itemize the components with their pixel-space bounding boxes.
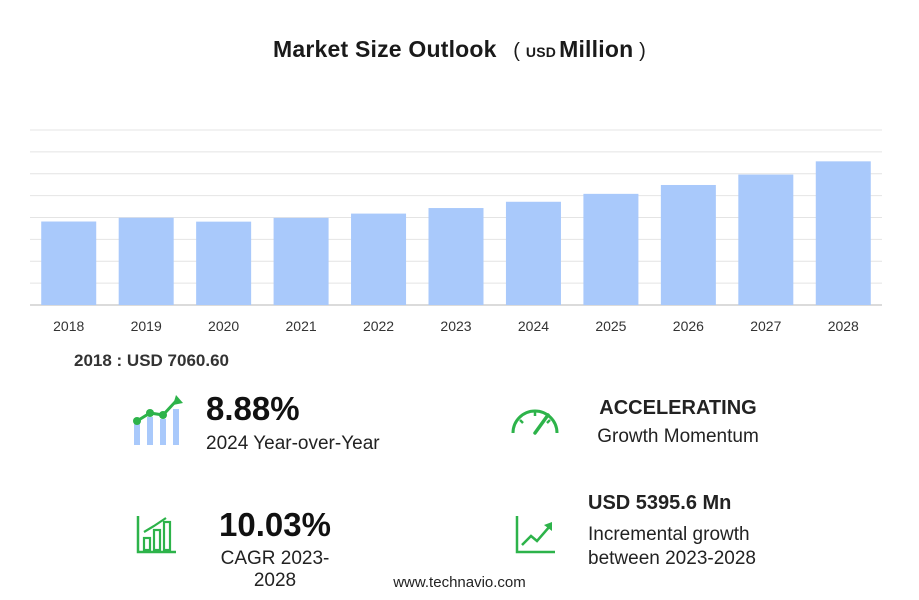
x-tick-label-2018: 2018 bbox=[53, 318, 84, 334]
x-tick-label-2021: 2021 bbox=[286, 318, 317, 334]
bar-2023 bbox=[428, 208, 484, 305]
bar-2020 bbox=[196, 221, 252, 305]
x-tick-label-2027: 2027 bbox=[750, 318, 781, 334]
x-tick-label-2023: 2023 bbox=[440, 318, 471, 334]
incremental-label-line2: between 2023-2028 bbox=[588, 547, 756, 569]
bar-2018 bbox=[41, 221, 97, 305]
x-tick-label-2026: 2026 bbox=[673, 318, 704, 334]
title-unit: ( USD Million ) bbox=[513, 36, 646, 62]
incremental-value: USD 5395.6 Mn bbox=[588, 492, 732, 514]
momentum-label: Growth Momentum bbox=[597, 426, 759, 447]
x-tick-label-2019: 2019 bbox=[131, 318, 162, 334]
cagr-label: CAGR 2023-2028 bbox=[220, 548, 330, 591]
bar-2027 bbox=[738, 174, 794, 305]
speedometer-icon bbox=[511, 409, 559, 435]
cagr-stat: 10.03% CAGR 2023-2028 bbox=[200, 508, 350, 592]
x-tick-labels: 2018 2019 2020 2021 2022 2023 2024 2025 2026 2027… bbox=[53, 318, 859, 334]
yoy-stat: 8.88% 2024 Year-over-Year bbox=[206, 392, 380, 455]
bar-2019 bbox=[118, 217, 174, 305]
yoy-value: 8.88% bbox=[206, 390, 300, 427]
line-trend-icon bbox=[515, 516, 555, 554]
chart-title: Market Size Outlook ( USD Million ) bbox=[0, 36, 919, 63]
momentum-value: ACCELERATING bbox=[599, 397, 757, 419]
yoy-label: 2024 Year-over-Year bbox=[206, 433, 380, 454]
bar-2021 bbox=[273, 217, 329, 305]
bar-2024 bbox=[505, 201, 561, 305]
footer-source: www.technavio.com bbox=[393, 574, 526, 591]
base-year-value: 2018 : USD 7060.60 bbox=[74, 351, 229, 370]
bar-chart: 2018 2019 2020 2021 2022 2023 2024 2025 2026 2027… bbox=[30, 129, 882, 334]
bar-2022 bbox=[351, 213, 407, 305]
cagr-value: 10.03% bbox=[219, 506, 331, 543]
title-main: Market Size Outlook bbox=[273, 36, 497, 62]
bar-2026 bbox=[660, 184, 716, 305]
incremental-stat: USD 5395.6 Mn Incremental growth between… bbox=[588, 493, 756, 570]
x-tick-label-2022: 2022 bbox=[363, 318, 394, 334]
momentum-stat: ACCELERATING Growth Momentum bbox=[578, 398, 778, 448]
growth-bars-icon bbox=[133, 395, 183, 445]
bars bbox=[41, 161, 871, 305]
x-tick-label-2028: 2028 bbox=[828, 318, 859, 334]
x-tick-label-2020: 2020 bbox=[208, 318, 239, 334]
x-tick-label-2025: 2025 bbox=[595, 318, 626, 334]
bar-chart-icon bbox=[136, 516, 176, 554]
incremental-label-line1: Incremental growth bbox=[588, 524, 750, 545]
bar-2025 bbox=[583, 193, 639, 305]
x-tick-label-2024: 2024 bbox=[518, 318, 549, 334]
bar-2028 bbox=[815, 161, 871, 305]
